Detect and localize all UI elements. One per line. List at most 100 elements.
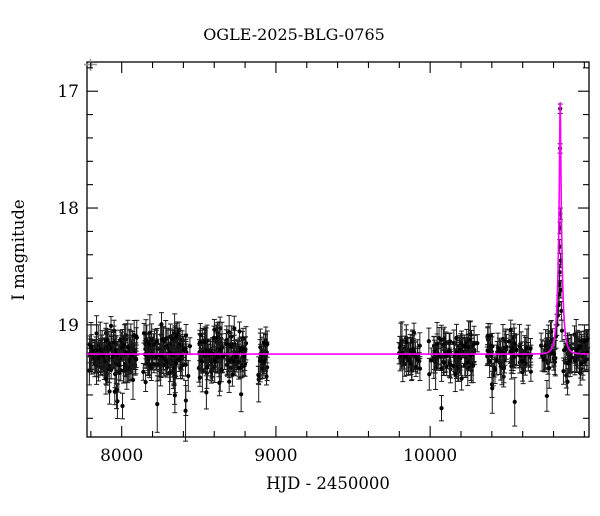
data-point bbox=[494, 357, 499, 363]
data-point bbox=[183, 408, 188, 413]
data-point bbox=[224, 341, 229, 346]
data-point bbox=[125, 345, 130, 350]
data-point bbox=[459, 341, 464, 346]
data-point bbox=[572, 358, 577, 364]
data-point bbox=[204, 390, 209, 395]
tick-marks-layer bbox=[87, 62, 589, 437]
data-point bbox=[501, 366, 507, 371]
data-point bbox=[211, 335, 216, 341]
data-point bbox=[417, 366, 423, 371]
data-point bbox=[512, 399, 517, 404]
data-point bbox=[469, 361, 474, 367]
data-point bbox=[439, 406, 444, 411]
data-point bbox=[151, 362, 157, 367]
data-point bbox=[167, 370, 172, 375]
data-point bbox=[264, 374, 269, 379]
data-point bbox=[111, 340, 117, 345]
data-point bbox=[187, 344, 193, 349]
data-point bbox=[432, 348, 437, 353]
x-axis-label: HJD - 2450000 bbox=[266, 474, 390, 493]
data-point bbox=[228, 357, 234, 363]
data-point bbox=[439, 366, 444, 371]
data-point bbox=[575, 347, 580, 353]
data-point bbox=[567, 358, 573, 363]
data-point bbox=[217, 380, 222, 385]
data-point bbox=[88, 344, 94, 349]
data-point bbox=[411, 349, 417, 355]
data-point bbox=[94, 355, 100, 361]
data-point bbox=[434, 341, 440, 346]
data-point bbox=[132, 333, 137, 338]
chart-title: OGLE-2025-BLG-0765 bbox=[203, 25, 385, 44]
data-point bbox=[558, 287, 564, 292]
data-point bbox=[520, 358, 525, 364]
model-curve bbox=[86, 102, 590, 355]
data-point bbox=[552, 359, 557, 365]
data-point bbox=[465, 345, 471, 350]
data-point bbox=[159, 322, 164, 327]
x-tick-label: 10000 bbox=[403, 446, 457, 466]
tick-labels-layer: 8000 9000 10000 17 18 19 bbox=[57, 82, 457, 466]
data-point bbox=[177, 357, 182, 362]
data-point bbox=[565, 379, 570, 384]
data-point bbox=[492, 367, 498, 372]
data-point bbox=[230, 372, 235, 377]
data-point bbox=[155, 401, 160, 407]
data-point bbox=[457, 347, 462, 352]
data-point bbox=[232, 326, 237, 331]
data-point bbox=[119, 345, 125, 351]
data-point bbox=[454, 350, 460, 355]
y-axis-label: I magnitude bbox=[9, 199, 28, 300]
data-point bbox=[514, 347, 519, 352]
y-tick-label: 18 bbox=[57, 199, 79, 219]
data-point bbox=[240, 346, 245, 351]
data-point bbox=[141, 369, 146, 375]
data-point bbox=[130, 377, 136, 383]
data-point bbox=[569, 355, 574, 360]
data-point bbox=[171, 365, 176, 370]
data-point bbox=[257, 358, 263, 363]
data-point bbox=[160, 337, 165, 342]
data-point bbox=[448, 362, 453, 367]
data-point bbox=[199, 359, 204, 364]
data-point bbox=[578, 338, 584, 344]
data-point bbox=[147, 342, 152, 347]
data-point bbox=[426, 339, 431, 344]
data-point bbox=[197, 375, 202, 380]
data-point bbox=[485, 334, 490, 339]
x-tick-label: 9000 bbox=[254, 446, 297, 466]
model-curve-layer bbox=[86, 102, 590, 355]
data-point bbox=[415, 356, 420, 361]
data-point bbox=[441, 342, 446, 348]
data-point bbox=[236, 366, 242, 371]
data-point bbox=[155, 339, 160, 344]
data-points-layer bbox=[86, 103, 591, 442]
data-point bbox=[547, 365, 552, 371]
data-point bbox=[115, 399, 120, 404]
data-point bbox=[143, 379, 148, 385]
data-point bbox=[561, 369, 566, 374]
data-point bbox=[577, 344, 582, 349]
data-point bbox=[475, 341, 480, 346]
data-point bbox=[151, 342, 156, 347]
data-point bbox=[504, 344, 509, 350]
data-point bbox=[256, 372, 261, 378]
data-point bbox=[442, 360, 447, 365]
data-point bbox=[224, 362, 230, 367]
data-point bbox=[173, 334, 179, 339]
data-point bbox=[465, 360, 470, 365]
data-point bbox=[172, 393, 177, 398]
data-point bbox=[490, 386, 495, 391]
data-point bbox=[265, 341, 270, 347]
data-point bbox=[183, 346, 188, 351]
data-point bbox=[215, 355, 220, 360]
data-point bbox=[177, 342, 182, 348]
data-point bbox=[116, 363, 121, 368]
data-point bbox=[462, 343, 467, 349]
data-point bbox=[103, 376, 109, 381]
data-point bbox=[104, 345, 109, 350]
data-point bbox=[417, 343, 422, 348]
data-point bbox=[212, 357, 217, 362]
